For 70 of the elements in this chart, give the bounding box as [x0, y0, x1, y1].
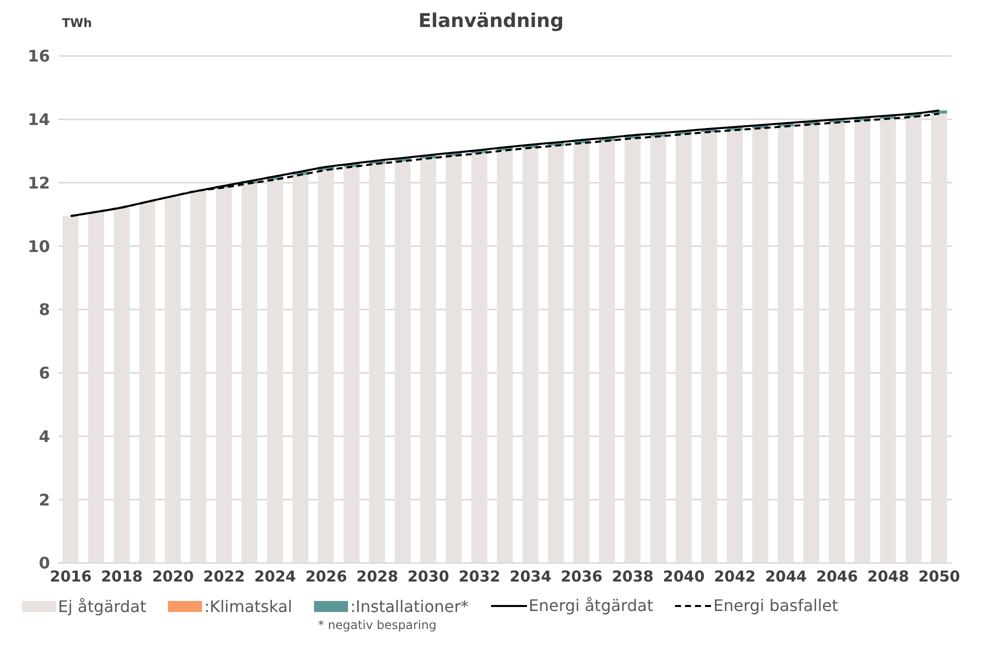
bar: [676, 134, 692, 563]
legend-label: Ej åtgärdat: [58, 596, 146, 616]
y-tick-label: 10: [28, 236, 50, 256]
y-tick-label: 8: [38, 300, 50, 320]
bar: [854, 120, 870, 563]
bar: [522, 148, 538, 563]
x-tick-label: 2040: [662, 568, 705, 586]
chart-title: Elanvändning: [418, 10, 564, 32]
bar: [394, 161, 411, 563]
bar: [88, 212, 104, 563]
bar: [318, 170, 334, 563]
bar: [369, 164, 386, 563]
bar: [548, 146, 564, 563]
bar: [573, 143, 590, 563]
y-tick-label: 12: [28, 173, 50, 192]
y-tick-label: 6: [38, 364, 50, 383]
bar: [906, 116, 922, 563]
bar: [216, 188, 232, 563]
bar: [139, 202, 156, 563]
x-tick-label: 2038: [612, 568, 654, 586]
x-tick-label: 2030: [407, 568, 450, 586]
bar: [62, 216, 79, 563]
y-tick-label: 4: [38, 426, 50, 446]
x-tick-label: 2032: [458, 568, 500, 586]
y-tick-label: 16: [28, 46, 50, 66]
text: * negativ besparing: [318, 618, 436, 632]
bar: [828, 122, 845, 563]
bar: [164, 196, 181, 563]
bar: [344, 166, 360, 563]
x-tick-label: 2036: [560, 568, 603, 586]
bar: [292, 174, 308, 563]
y-axis-title: TWh: [62, 16, 92, 30]
bar: [471, 153, 488, 563]
x-tick-label: 2016: [50, 568, 92, 586]
y-tick-label: 14: [28, 110, 50, 130]
x-tick-label: 2026: [305, 568, 348, 586]
x-tick-label: 2034: [510, 568, 552, 586]
x-tick-label: 2022: [203, 568, 245, 586]
bar: [752, 128, 768, 563]
x-tick-label: 2018: [100, 568, 143, 586]
x-tick-label: 2048: [867, 568, 910, 586]
bar: [190, 190, 206, 563]
bar: [446, 156, 462, 563]
bar: [803, 124, 820, 563]
bar: [420, 158, 436, 563]
bar: [266, 180, 283, 563]
bar: [931, 114, 948, 563]
legend-label: :Klimatskal: [204, 596, 292, 616]
bar: [650, 136, 666, 563]
y-tick-label: 2: [38, 490, 50, 510]
legend-label: Energi åtgärdat: [528, 596, 654, 615]
bar: [624, 138, 641, 563]
legend-label: Energi basfallet: [713, 596, 838, 615]
bar: [701, 132, 718, 563]
bar: [241, 183, 258, 563]
bar: [726, 130, 743, 563]
bar: [599, 140, 615, 563]
bar: [880, 118, 896, 563]
bar: [778, 126, 794, 563]
x-tick-label: 2050: [918, 568, 960, 586]
legend-label: :Installationer*: [350, 596, 469, 616]
bar: [496, 150, 513, 563]
x-tick-label: 2020: [152, 568, 194, 586]
x-tick-label: 2046: [816, 568, 858, 586]
x-tick-label: 2024: [254, 568, 296, 586]
y-tick-label: 0: [38, 554, 50, 573]
x-tick-label: 2042: [714, 568, 756, 586]
x-tick-label: 2044: [765, 568, 807, 586]
x-tick-label: 2028: [356, 568, 398, 586]
bar: [114, 207, 130, 563]
